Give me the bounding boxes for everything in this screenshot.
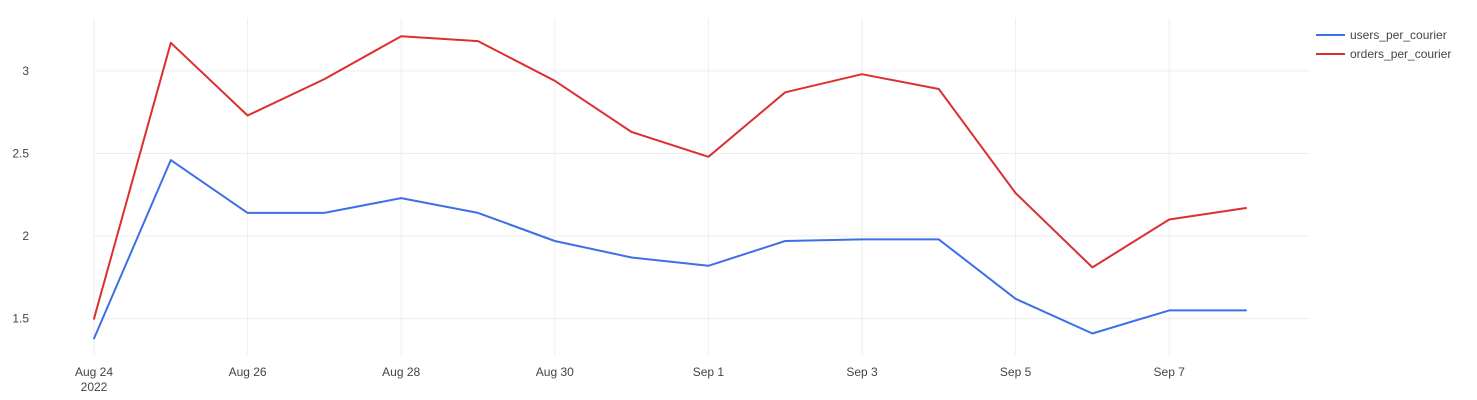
x-tick-label: Aug 30: [536, 365, 574, 379]
series-line-users-per-courier: [93, 159, 1247, 340]
y-tick-label: 3: [22, 64, 29, 78]
legend-item-orders-per-courier[interactable]: orders_per_courier: [1316, 47, 1451, 61]
legend-item-users-per-courier[interactable]: users_per_courier: [1316, 28, 1447, 42]
y-axis: 1.5 2 2.5 3: [12, 64, 29, 326]
y-tick-label: 2: [22, 229, 29, 243]
y-tick-label: 2.5: [12, 146, 29, 160]
x-tick-label: Sep 7: [1154, 365, 1186, 379]
series-lines: [93, 35, 1247, 340]
x-tick-label: Aug 28: [382, 365, 420, 379]
x-tick-label: Sep 3: [846, 365, 878, 379]
legend-label: users_per_courier: [1350, 28, 1447, 42]
x-tick-label: Sep 5: [1000, 365, 1032, 379]
series-line-orders-per-courier: [93, 35, 1247, 320]
gridlines: [93, 18, 1310, 355]
x-tick-label: Aug 26: [229, 365, 267, 379]
y-tick-label: 1.5: [12, 312, 29, 326]
x-tick-label: Aug 24: [75, 365, 113, 379]
x-tick-label: Sep 1: [693, 365, 725, 379]
legend[interactable]: users_per_courier orders_per_courier: [1316, 28, 1451, 61]
legend-label: orders_per_courier: [1350, 47, 1451, 61]
x-tick-year-label: 2022: [81, 380, 108, 394]
